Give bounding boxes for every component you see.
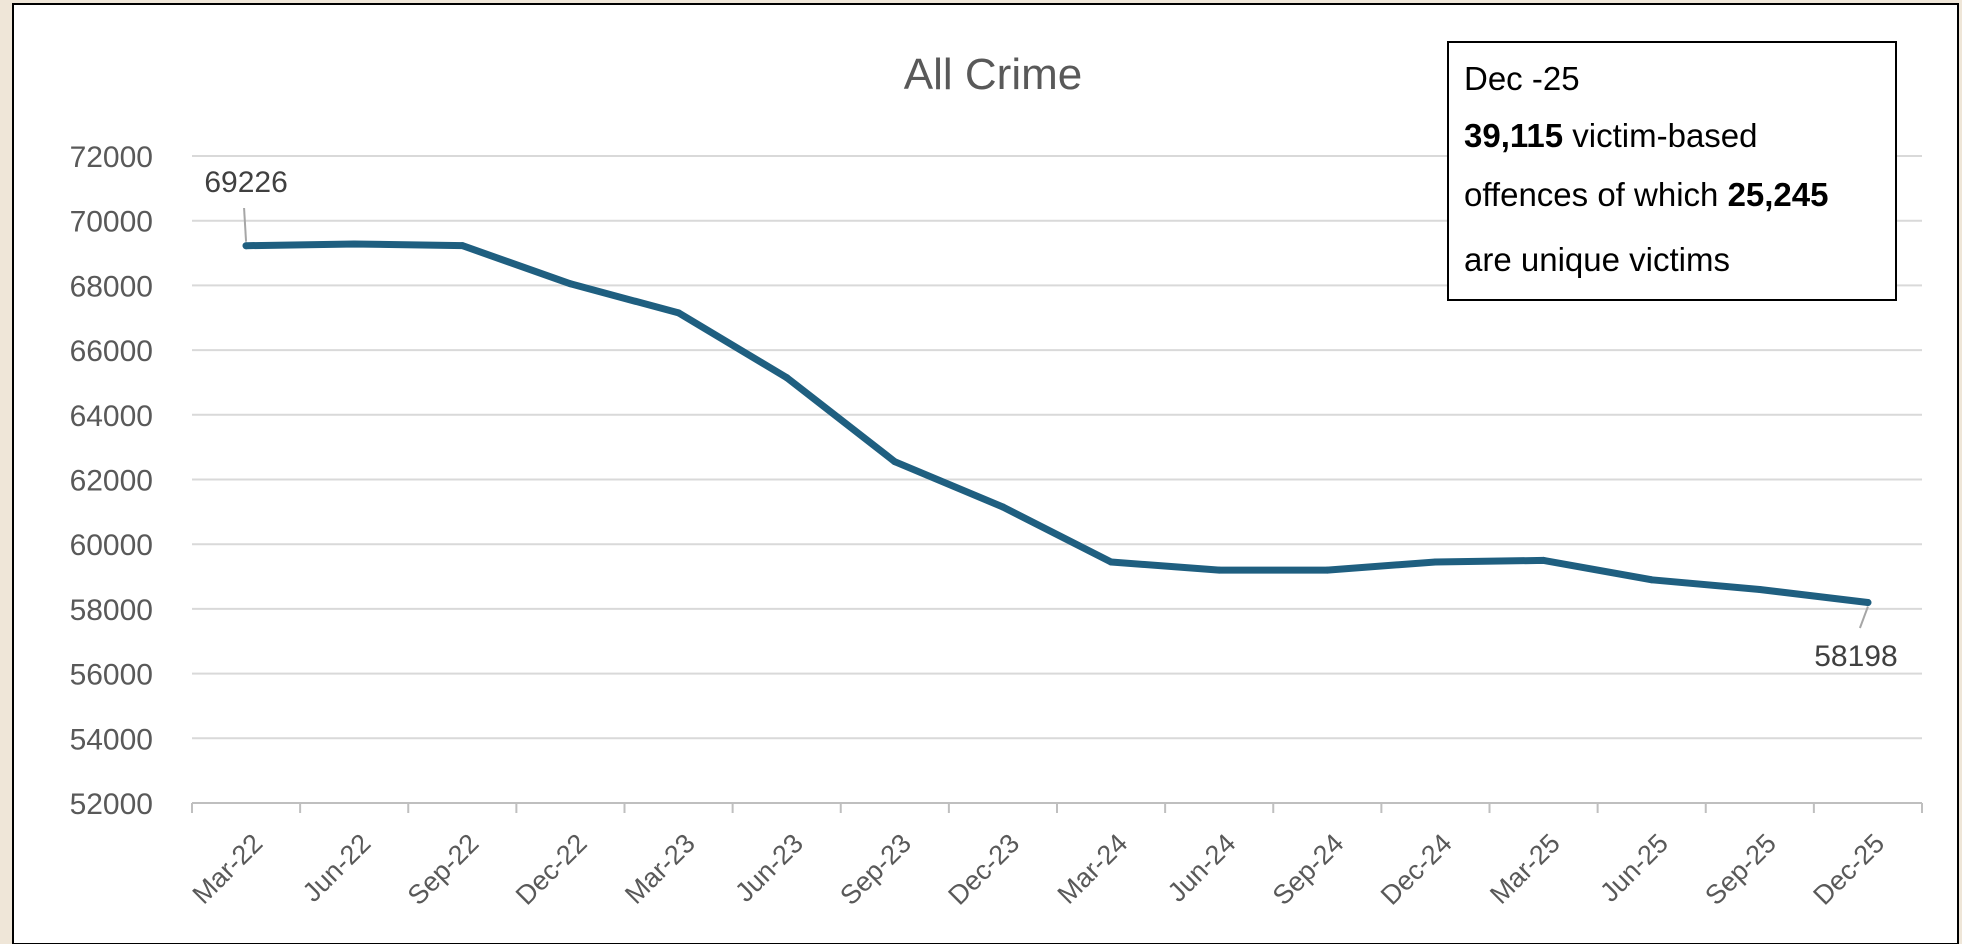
leader-line	[243, 207, 248, 242]
data-point	[1864, 598, 1872, 606]
series-line	[242, 240, 1872, 606]
y-tick-label: 56000	[70, 659, 153, 692]
annotation-line-3-pre: offences of which	[1464, 176, 1728, 213]
data-point	[566, 280, 574, 288]
y-axis-ticks: 52000 54000 56000 58000 60000 62000 64000 66000…	[70, 141, 153, 821]
data-labels: 69226 58198	[204, 166, 1897, 673]
y-tick-label: 54000	[70, 723, 153, 756]
data-point	[1431, 558, 1439, 566]
series-layer	[242, 240, 1872, 606]
data-point	[1215, 566, 1223, 574]
y-tick-label: 64000	[70, 400, 153, 433]
leader-line	[1859, 606, 1869, 629]
data-point	[1648, 576, 1656, 584]
data-point	[1756, 585, 1764, 593]
annotation-line-2: 39,115 victim-based	[1464, 117, 1758, 154]
data-point	[783, 374, 791, 382]
y-tick-label: 68000	[70, 270, 153, 303]
annotation-border	[1447, 41, 1897, 301]
y-tick-label: 60000	[70, 529, 153, 562]
y-tick-label: 58000	[70, 594, 153, 627]
y-tick-label: 52000	[70, 788, 153, 821]
annotation-box: Dec -25 39,115 victim-based offences of …	[1447, 41, 1897, 301]
y-tick-label: 72000	[70, 141, 153, 174]
data-point	[242, 242, 250, 250]
data-point	[999, 503, 1007, 511]
data-label: 58198	[1814, 640, 1897, 673]
annotation-line-1: Dec -25	[1464, 60, 1580, 97]
y-tick-label: 66000	[70, 335, 153, 368]
data-point	[1323, 566, 1331, 574]
annotation-victims-count: 25,245	[1728, 176, 1829, 213]
y-tick-label: 62000	[70, 465, 153, 498]
chart-title: All Crime	[904, 50, 1082, 99]
annotation-offences-count: 39,115	[1464, 117, 1563, 154]
data-point	[458, 242, 466, 250]
data-point	[891, 458, 899, 466]
y-tick-label: 70000	[70, 206, 153, 239]
annotation-line-3: offences of which 25,245	[1464, 176, 1829, 213]
data-point	[675, 309, 683, 317]
data-label: 69226	[204, 166, 287, 199]
data-point	[1107, 558, 1115, 566]
annotation-line-4: are unique victims	[1464, 241, 1730, 278]
data-point	[1540, 556, 1548, 564]
data-point	[350, 240, 358, 248]
annotation-line-2-rest: victim-based	[1563, 117, 1757, 154]
